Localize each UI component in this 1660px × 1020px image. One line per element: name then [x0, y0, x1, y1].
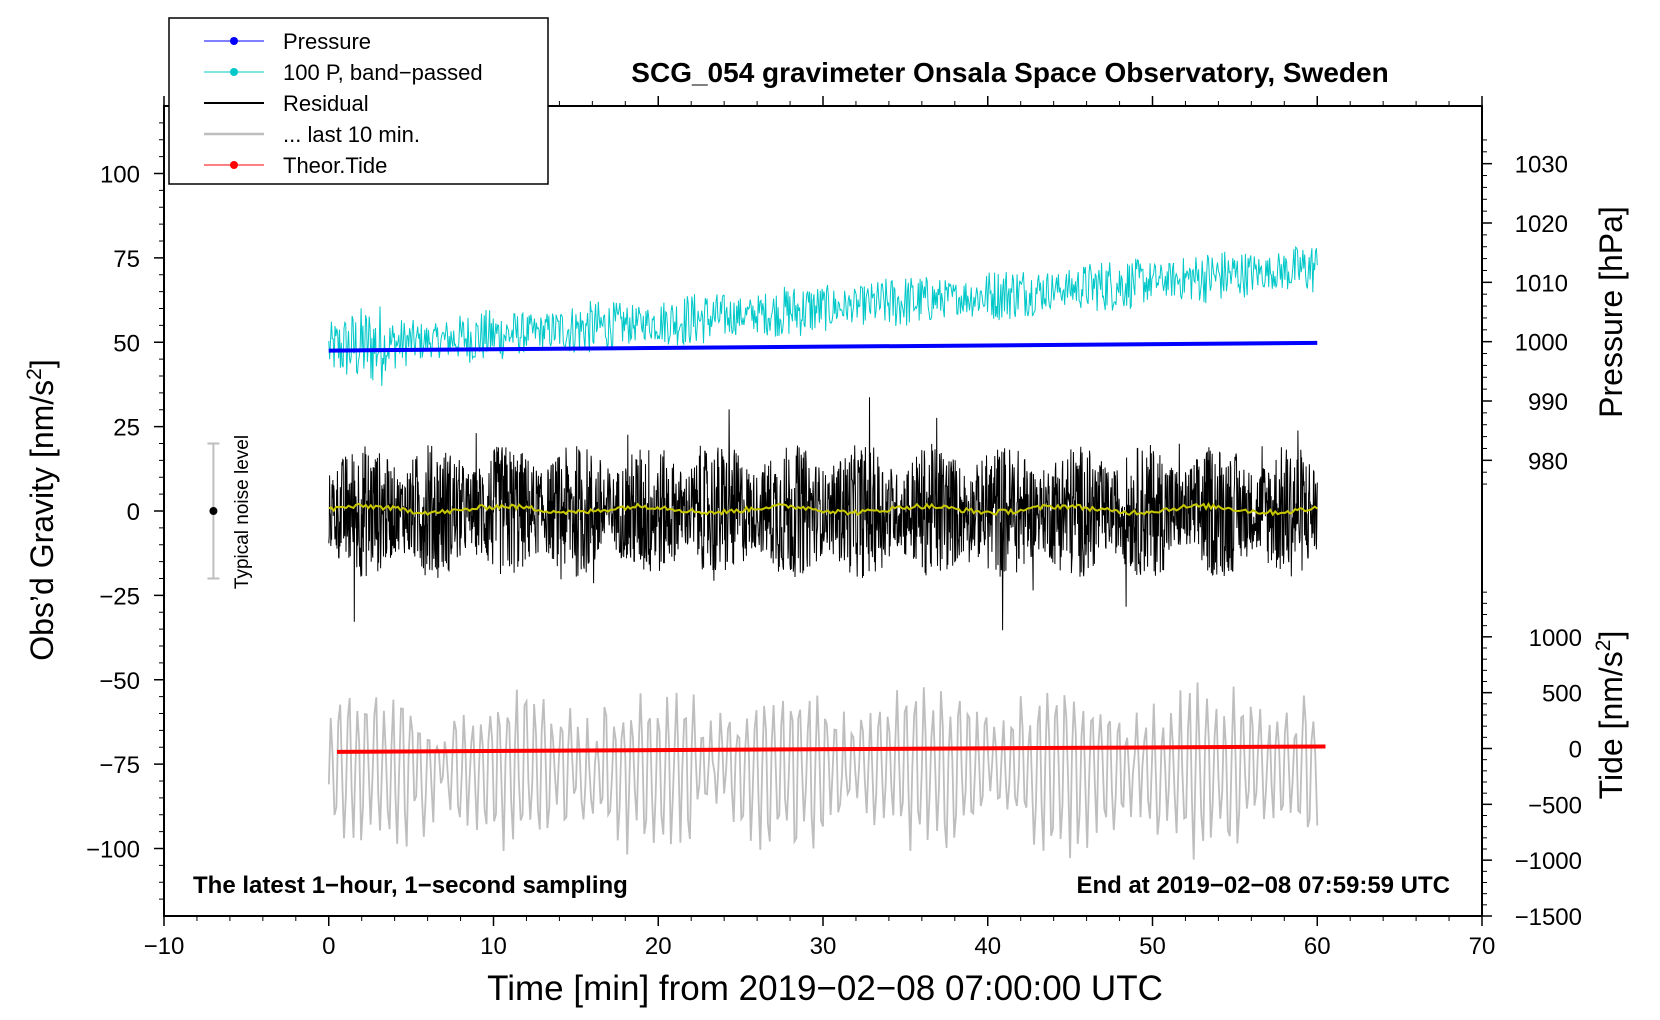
x-axis-label: Time [min] from 2019−02−08 07:00:00 UTC [487, 969, 1163, 1008]
x-tick-label: 50 [1139, 933, 1166, 960]
legend: Pressure 100 P, band−passed Residual ... la… [168, 17, 549, 185]
legend-label-0: Pressure [283, 29, 371, 54]
pressure-tick-label: 990 [1528, 389, 1568, 416]
x-tick-label: 40 [974, 933, 1001, 960]
tide-tick-label: 1000 [1529, 625, 1582, 652]
x-tick-label: 0 [322, 933, 335, 960]
theoretical-tide-line [336, 744, 1326, 754]
band-passed-pressure-line [328, 245, 1318, 386]
end-time-annotation: End at 2019−02−08 07:59:59 UTC [1076, 872, 1450, 899]
noise-center-dot [209, 507, 218, 515]
y-axis-label-pressure: Pressure [hPa] [1593, 206, 1629, 418]
pressure-tick-label: 1030 [1515, 152, 1568, 179]
gravity-tick-label: −75 [99, 752, 140, 779]
gravity-tick-label: 50 [113, 330, 140, 357]
gravity-label-text: Obs’d Gravity [nm/s [24, 380, 60, 661]
gravity-tick-label: 75 [113, 246, 140, 273]
y-axis-label-gravity: Obs’d Gravity [nm/s2] [23, 359, 60, 661]
pressure-tick-label: 1020 [1515, 211, 1568, 238]
pressure-tick-label: 980 [1528, 448, 1568, 475]
tide-tick-label: −1000 [1515, 848, 1582, 875]
sampling-annotation: The latest 1−hour, 1−second sampling [193, 872, 628, 899]
legend-label-4: Theor.Tide [283, 153, 387, 178]
legend-marker-4 [230, 161, 238, 169]
pressure-line [328, 340, 1318, 353]
x-tick-label: −10 [144, 933, 185, 960]
gravity-tick-label: −50 [99, 668, 140, 695]
gravity-tick-label: −100 [86, 837, 140, 864]
gravity-tick-label: 100 [100, 162, 140, 189]
tide-tick-label: −1500 [1515, 904, 1582, 931]
legend-label-1: 100 P, band−passed [283, 60, 483, 85]
gravity-tick-label: 0 [127, 499, 140, 526]
legend-marker-1 [230, 68, 238, 76]
tide-label-close: ] [1593, 631, 1629, 640]
legend-box [168, 17, 549, 185]
noise-level-label: Typical noise level [232, 435, 253, 589]
ticks-layer: −10 0 10 20 30 40 50 60 701007550250−25−50−75−10… [86, 96, 1582, 960]
last-10-min-line [327, 682, 1319, 860]
tide-label-text: Tide [nm/s [1593, 651, 1629, 799]
pressure-tick-label: 1010 [1515, 270, 1568, 297]
series-layer [327, 245, 1326, 860]
legend-label-3: ... last 10 min. [283, 122, 420, 147]
x-tick-label: 20 [645, 933, 672, 960]
x-tick-label: 70 [1469, 933, 1496, 960]
gravity-label-superscript: 2 [23, 368, 46, 380]
residual-line [328, 397, 1318, 631]
tide-tick-label: 500 [1542, 681, 1582, 708]
tide-tick-label: −500 [1528, 792, 1582, 819]
residual-smoothed-line [328, 501, 1318, 517]
tide-tick-label: 0 [1569, 737, 1582, 764]
legend-label-2: Residual [283, 91, 369, 116]
x-tick-label: 10 [480, 933, 507, 960]
gravity-tick-label: −25 [99, 583, 140, 610]
pressure-tick-label: 1000 [1515, 330, 1568, 357]
gravity-label-close: ] [24, 359, 60, 368]
noise-level-indicator: Typical noise level [207, 435, 253, 589]
y-axis-label-tide: Tide [nm/s2] [1592, 631, 1629, 800]
x-tick-label: 60 [1304, 933, 1331, 960]
gravity-tick-label: 25 [113, 415, 140, 442]
chart-title: SCG_054 gravimeter Onsala Space Observat… [631, 57, 1388, 88]
tide-label-superscript: 2 [1592, 640, 1615, 652]
legend-marker-0 [230, 37, 238, 45]
x-tick-label: 30 [810, 933, 837, 960]
